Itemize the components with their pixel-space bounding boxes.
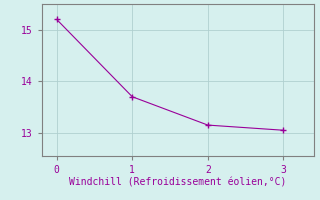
X-axis label: Windchill (Refroidissement éolien,°C): Windchill (Refroidissement éolien,°C) (69, 178, 286, 188)
